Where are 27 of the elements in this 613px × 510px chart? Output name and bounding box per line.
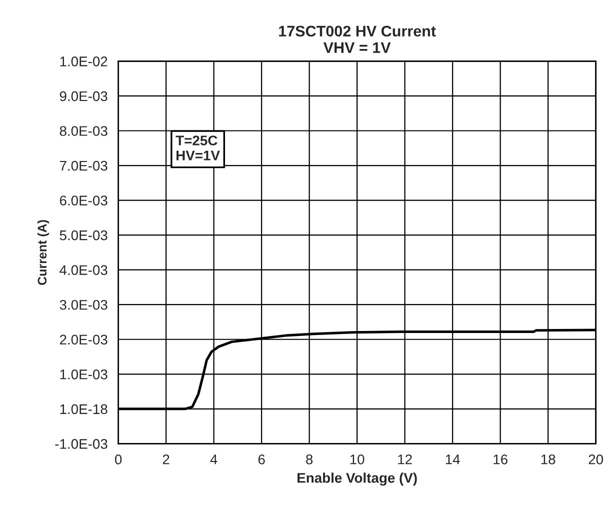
x-tick-label: 0 [114,454,122,464]
x-tick-label: 10 [350,454,364,464]
x-tick-label: 20 [588,454,604,464]
y-tick-label: 5.0E-03 [60,230,108,240]
x-tick-label: 14 [446,454,460,464]
y-tick-label: -1.0E-03 [55,439,108,449]
y-tick-label: 8.0E-03 [60,126,108,136]
y-tick-label: 9.0E-03 [60,91,108,102]
x-tick-label: 6 [258,454,265,464]
x-tick-label: 2 [162,454,170,464]
x-tick-label: 8 [306,454,313,464]
y-tick-label: 4.0E-03 [60,265,108,276]
chart-title: 17SCT002 HV Current VHV = 1V [279,26,436,53]
x-tick-label: 4 [210,454,218,464]
y-tick-label: 1.0E-03 [60,369,108,380]
y-tick-label: 1.0E-02 [60,56,108,66]
x-axis-title: Enable Voltage (V) [298,472,417,486]
x-tick-label: 18 [541,454,556,464]
y-tick-label: 1.0E-18 [60,404,108,414]
x-tick-label: 12 [398,454,412,464]
annotation: T=25C HV=1V [176,136,220,160]
y-tick-label: 2.0E-03 [60,334,108,345]
y-tick-label: 7.0E-03 [60,160,108,171]
y-tick-label: 6.0E-03 [60,196,108,206]
y-tick-label: 3.0E-03 [60,300,108,310]
x-tick-label: 16 [494,454,508,464]
y-axis-title: Current (A) [37,220,50,285]
